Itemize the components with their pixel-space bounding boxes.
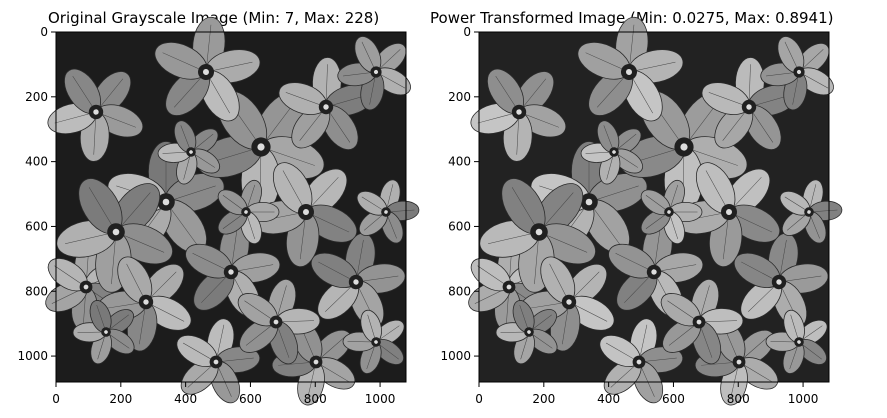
right-image-axes: 0 200 400 600 800 1000 0 200 400 600 800 1000 [440, 16, 843, 406]
left-panel: Original Grayscale Image (Min: 7, Max: 2… [0, 0, 440, 418]
left-image-axes: 0 200 400 600 800 1000 0 200 400 600 800 1000 [17, 16, 420, 406]
y-tick-label: 0 [40, 25, 48, 39]
y-tick-label: 400 [25, 155, 48, 169]
y-tick-label: 200 [25, 90, 48, 104]
x-tick-label: 400 [174, 392, 197, 406]
y-tick-label: 800 [448, 284, 471, 298]
right-flower-image [468, 16, 843, 406]
x-tick-label: 0 [52, 392, 60, 406]
x-tick-label: 200 [532, 392, 555, 406]
left-axis-ticks: 0 200 400 600 800 1000 0 200 400 600 800 1000 [17, 25, 395, 406]
left-image-svg: 0 200 400 600 800 1000 0 200 400 600 800 1000 [17, 16, 420, 406]
right-axis-ticks: 0 200 400 600 800 1000 0 200 400 600 800 1000 [440, 25, 818, 406]
x-tick-label: 600 [662, 392, 685, 406]
x-tick-label: 1000 [788, 392, 819, 406]
y-tick-label: 0 [463, 25, 471, 39]
y-tick-label: 400 [448, 155, 471, 169]
right-panel: Power Transformed Image (Min: 0.0275, Ma… [420, 0, 887, 418]
y-tick-label: 1000 [17, 349, 48, 363]
left-flower-image [45, 16, 420, 406]
x-tick-label: 1000 [365, 392, 396, 406]
x-tick-label: 0 [475, 392, 483, 406]
x-tick-label: 200 [109, 392, 132, 406]
y-tick-label: 800 [25, 284, 48, 298]
right-image-svg: 0 200 400 600 800 1000 0 200 400 600 800 1000 [440, 16, 843, 406]
x-tick-label: 800 [304, 392, 327, 406]
y-tick-label: 200 [448, 90, 471, 104]
x-tick-label: 800 [727, 392, 750, 406]
x-tick-label: 600 [239, 392, 262, 406]
y-tick-label: 600 [448, 219, 471, 233]
y-tick-label: 600 [25, 219, 48, 233]
y-tick-label: 1000 [440, 349, 471, 363]
x-tick-label: 400 [597, 392, 620, 406]
